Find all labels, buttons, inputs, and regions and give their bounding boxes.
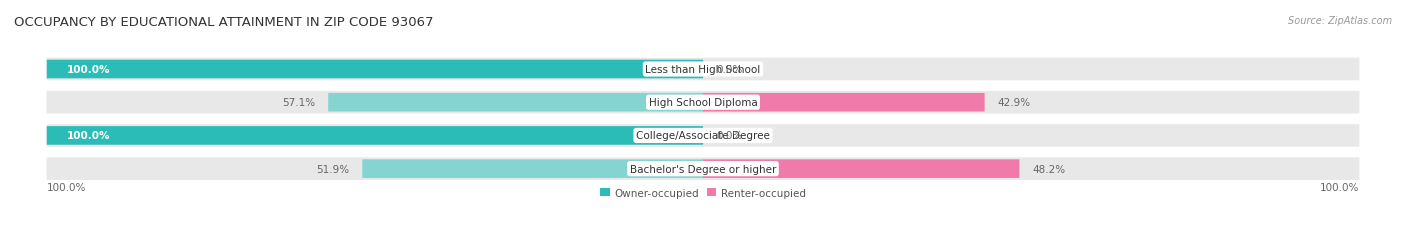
Text: OCCUPANCY BY EDUCATIONAL ATTAINMENT IN ZIP CODE 93067: OCCUPANCY BY EDUCATIONAL ATTAINMENT IN Z…	[14, 16, 433, 29]
Text: 100.0%: 100.0%	[1320, 182, 1360, 192]
FancyBboxPatch shape	[328, 94, 703, 112]
FancyBboxPatch shape	[46, 61, 703, 79]
Text: High School Diploma: High School Diploma	[648, 98, 758, 108]
FancyBboxPatch shape	[703, 94, 984, 112]
Text: Source: ZipAtlas.com: Source: ZipAtlas.com	[1288, 16, 1392, 26]
Text: Bachelor's Degree or higher: Bachelor's Degree or higher	[630, 164, 776, 174]
FancyBboxPatch shape	[46, 127, 703, 145]
Text: 51.9%: 51.9%	[316, 164, 349, 174]
Text: 57.1%: 57.1%	[283, 98, 315, 108]
Legend: Owner-occupied, Renter-occupied: Owner-occupied, Renter-occupied	[596, 184, 810, 202]
Text: 0.0%: 0.0%	[716, 131, 742, 141]
FancyBboxPatch shape	[46, 91, 1360, 114]
Text: 100.0%: 100.0%	[66, 131, 110, 141]
FancyBboxPatch shape	[363, 160, 703, 178]
FancyBboxPatch shape	[703, 160, 1019, 178]
Text: College/Associate Degree: College/Associate Degree	[636, 131, 770, 141]
Text: 100.0%: 100.0%	[46, 182, 86, 192]
Text: 100.0%: 100.0%	[66, 65, 110, 75]
Text: 0.0%: 0.0%	[716, 65, 742, 75]
Text: 48.2%: 48.2%	[1032, 164, 1066, 174]
FancyBboxPatch shape	[46, 158, 1360, 180]
FancyBboxPatch shape	[46, 58, 1360, 81]
FancyBboxPatch shape	[46, 125, 1360, 147]
Text: 42.9%: 42.9%	[998, 98, 1031, 108]
Text: Less than High School: Less than High School	[645, 65, 761, 75]
